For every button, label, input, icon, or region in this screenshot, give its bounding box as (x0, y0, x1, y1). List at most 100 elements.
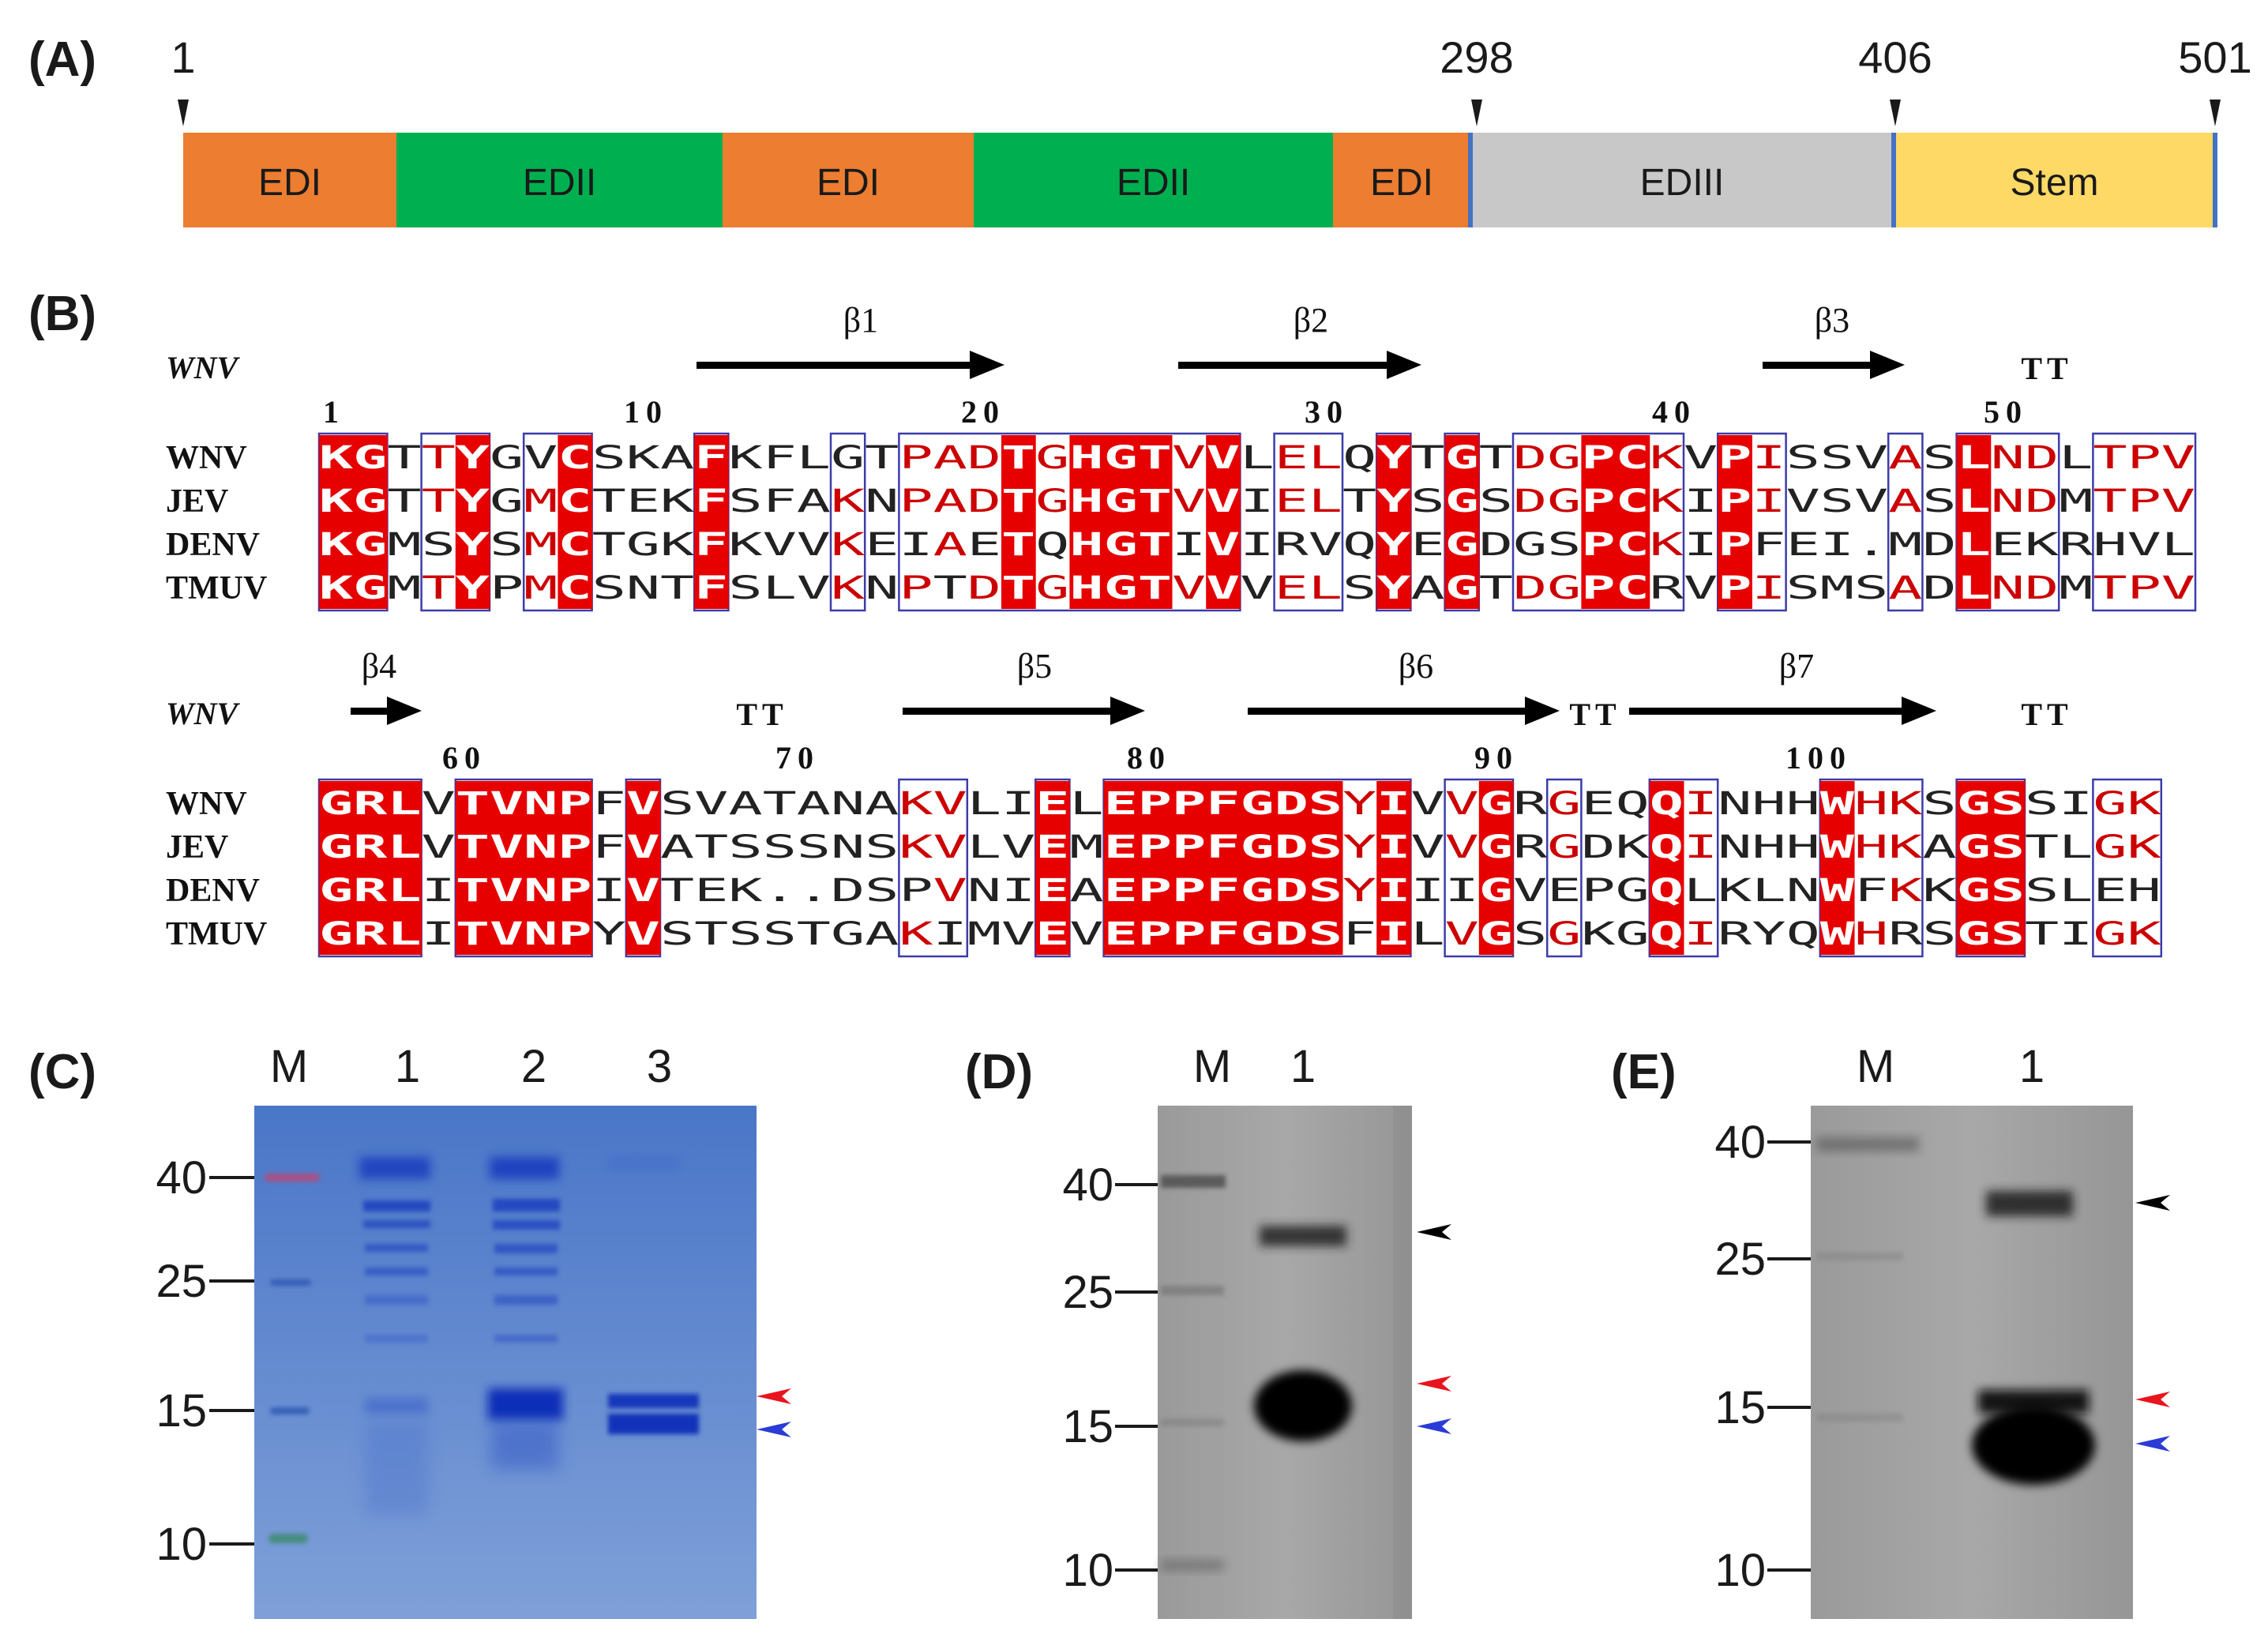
position-marker-icon (1471, 100, 1482, 126)
beta-strand-arrow (697, 362, 973, 369)
residue-number: 80 (1127, 740, 1171, 776)
residue-number: 10 (624, 394, 668, 430)
gel-c-markers: 40 25 15 10 (156, 1152, 254, 1570)
domain-label: EDI (258, 162, 321, 204)
conserved-column (1206, 781, 1241, 955)
red-arrow-icon (757, 1388, 791, 1404)
beta-strand-label: β6 (1399, 647, 1433, 686)
conserved-column (1376, 781, 1411, 955)
conserved-column (319, 781, 354, 955)
blot-e-arrows (2135, 1195, 2170, 1452)
blue-arrow-icon (757, 1422, 791, 1437)
sequence-name: DENV (166, 873, 260, 909)
marker-size-label: 15 (1714, 1382, 1766, 1433)
conserved-column (1581, 435, 1617, 609)
panel-d-label: (D) (965, 1045, 1033, 1099)
domain-bar: EDI EDII EDI EDII EDI EDIII Stem (183, 133, 2217, 227)
black-arrow-icon (1417, 1224, 1451, 1240)
secondary-structure-label: WNV (166, 696, 240, 731)
similarity-box (1545, 778, 1583, 958)
conserved-column (1308, 781, 1343, 955)
residue-number: 20 (961, 394, 1005, 430)
turn-label: TT (736, 697, 787, 732)
gel-c-lane-labels: M 1 2 3 (270, 1041, 672, 1092)
beta-strand-arrow-head (1870, 351, 1905, 379)
residue-number: 50 (1984, 394, 2028, 430)
similarity-box (1511, 432, 1685, 612)
marker-size-label: 15 (1062, 1401, 1113, 1452)
beta-strand-arrow (1178, 362, 1390, 369)
sequence-name: JEV (166, 483, 228, 520)
residue-number: 40 (1652, 394, 1696, 430)
conserved-column (558, 435, 593, 609)
conserved-column (1001, 435, 1036, 609)
similarity-box (2092, 432, 2197, 612)
alignment-block: WNV β1 β2 β3 TT 1 10 20 30 40 50 WNV K G T T Y G V C S K A F K F L… (166, 301, 2197, 612)
blot-e-image (1811, 1106, 2133, 1619)
blot-d-bands (1161, 1106, 1412, 1619)
conserved-column (625, 781, 661, 955)
blot-e-bands (1816, 1137, 2095, 1485)
beta-strand-label: β2 (1294, 301, 1328, 340)
gel-c-bands (265, 1156, 699, 1543)
conserved-column (1206, 435, 1241, 609)
position-label: 298 (1440, 32, 1513, 82)
conserved-column (1956, 435, 1992, 609)
lane-label: 1 (2019, 1041, 2045, 1092)
domain-label: EDII (1117, 162, 1190, 204)
domain-boundary (2213, 133, 2217, 227)
panel-c: (C) (28, 1041, 791, 1619)
conserved-column (387, 781, 422, 955)
conserved-column (1172, 781, 1207, 955)
sequence-name: JEV (166, 829, 228, 866)
conserved-column (1137, 781, 1173, 955)
lane-label: 3 (647, 1041, 672, 1092)
position-label: 501 (2178, 32, 2251, 82)
red-arrow-icon (1417, 1376, 1451, 1392)
marker-size-label: 25 (1714, 1234, 1766, 1285)
marker-size-label: 10 (1714, 1545, 1766, 1596)
red-arrow-icon (2135, 1392, 2170, 1407)
lane-label: M (1193, 1041, 1231, 1092)
turn-label: TT (2021, 697, 2072, 732)
lane-label: 1 (1290, 1041, 1316, 1092)
beta-strand-arrow-head (1525, 697, 1560, 725)
beta-strand-arrow-head (1902, 697, 1936, 725)
conserved-column (353, 781, 388, 955)
beta-strand-label: β5 (1017, 647, 1052, 686)
position-label: 1 (171, 32, 195, 82)
panel-a: (A) 1 298 406 501 EDI EDII EDI EDII EDI EDIII Ste… (28, 32, 2252, 227)
alignment-block: WNV β4 β5 β6 β7 TT TT TT 60 70 80 90 100 WNV G R L V T V N P F… (166, 647, 2163, 958)
similarity-box (1887, 432, 1924, 612)
beta-strand-arrow (1763, 362, 1873, 369)
domain-segment (183, 133, 396, 227)
marker-size-label: 25 (1062, 1267, 1113, 1318)
blot-d-arrows (1417, 1224, 1451, 1434)
sequence-name: TMUV (166, 570, 267, 607)
beta-strand-arrow-head (970, 351, 1004, 379)
conserved-column (694, 435, 729, 609)
marker-size-label: 40 (1714, 1117, 1766, 1168)
position-label: 406 (1858, 32, 1932, 82)
beta-strand-arrow-head (1387, 351, 1421, 379)
domain-label: EDII (523, 162, 596, 204)
domain-label: EDI (1370, 162, 1433, 204)
lane-label: 1 (395, 1041, 420, 1092)
marker-size-label: 25 (156, 1256, 207, 1307)
similarity-box (2092, 778, 2163, 958)
conserved-column (455, 435, 490, 609)
conserved-column (1240, 781, 1275, 955)
conserved-column (353, 435, 388, 609)
beta-strand-arrow-head (387, 697, 422, 725)
turn-label: TT (2021, 351, 2072, 386)
sequence-name: DENV (166, 527, 260, 563)
